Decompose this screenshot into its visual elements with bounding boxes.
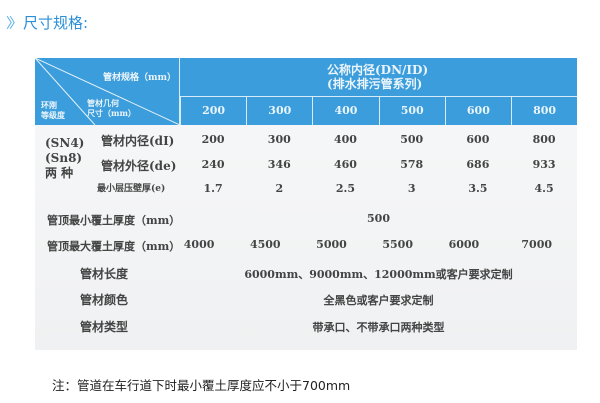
max-cover-value: 6000 [448,238,480,251]
size-column-header: 200 [180,97,246,125]
color-label: 管材颜色 [80,293,129,307]
min-cover-label: 管顶最小覆土厚度（mm） [47,214,181,227]
row-label: 最小层压壁厚(e) [97,184,166,194]
type-value: 带承口、不带承口两种类型 [312,321,445,334]
table-cell: 3 [407,182,416,195]
table-cell: 400 [334,133,357,146]
spec-table: 管材规格（mm） 管材几何 尺寸（mm） 环刚 等级度 公称内径(DN/ID) … [35,58,577,350]
table-cell: 686 [466,158,490,171]
color-value: 全黑色或客户要求定制 [323,294,434,307]
table-cell: 2.5 [335,182,356,195]
max-cover-label: 管顶最大覆土厚度（mm） [47,240,181,253]
footnote: 注：管道在车行道下时最小覆土厚度应不小于700mm [52,378,351,393]
table-cell: 200 [201,133,225,146]
size-column-header: 800 [511,97,577,125]
table-cell: 4.5 [534,182,554,195]
table-cell: 2 [275,182,284,195]
table-cell: 600 [466,133,490,146]
corner-diagonals [35,58,180,125]
length-value: 6000mm、9000mm、12000mm或客户要求定制 [244,268,513,281]
header-group-label: 公称内径(DN/ID) (排水排污管系列) [327,63,429,91]
corner-label-spec: 管材规格（mm） [103,73,177,83]
max-cover-value: 5500 [382,238,413,251]
size-column-header: 500 [378,97,445,125]
table-cell: 800 [532,133,556,146]
max-cover-value: 4500 [249,238,281,251]
size-column-header: 300 [246,97,312,125]
table-cell: 1.7 [203,182,223,195]
section-title: 〉〉 尺寸规格: [6,12,88,33]
section-title-text: 尺寸规格: [23,14,89,32]
table-cell: 578 [400,158,424,171]
table-cell: 240 [201,158,225,171]
size-column-header: 600 [444,97,511,125]
row-label: 管材外径(de) [101,159,177,173]
max-cover-value: 7000 [521,238,553,251]
size-column-header: 400 [312,97,378,125]
table-cell: 460 [334,158,357,171]
corner-label-dimension: 管材几何 尺寸（mm） [87,98,136,118]
table-cell: 500 [400,133,424,146]
min-cover-value: 500 [367,212,390,225]
table-cell: 3.5 [468,182,488,195]
table-cell: 300 [267,133,291,146]
max-cover-value: 5000 [316,238,347,251]
row-label: 管材内径(dI) [101,134,175,148]
grade-label: (SN4) (Sn8) 两 种 [45,136,85,180]
table-cell: 933 [532,158,556,171]
table-cell: 346 [267,158,291,171]
corner-label-grade: 环刚 等级度 [41,100,65,120]
type-label: 管材类型 [80,320,129,334]
max-cover-value: 4000 [183,238,215,251]
length-label: 管材长度 [80,267,129,281]
double-chevron-icon: 〉〉 [6,15,23,32]
table-header [35,58,577,125]
